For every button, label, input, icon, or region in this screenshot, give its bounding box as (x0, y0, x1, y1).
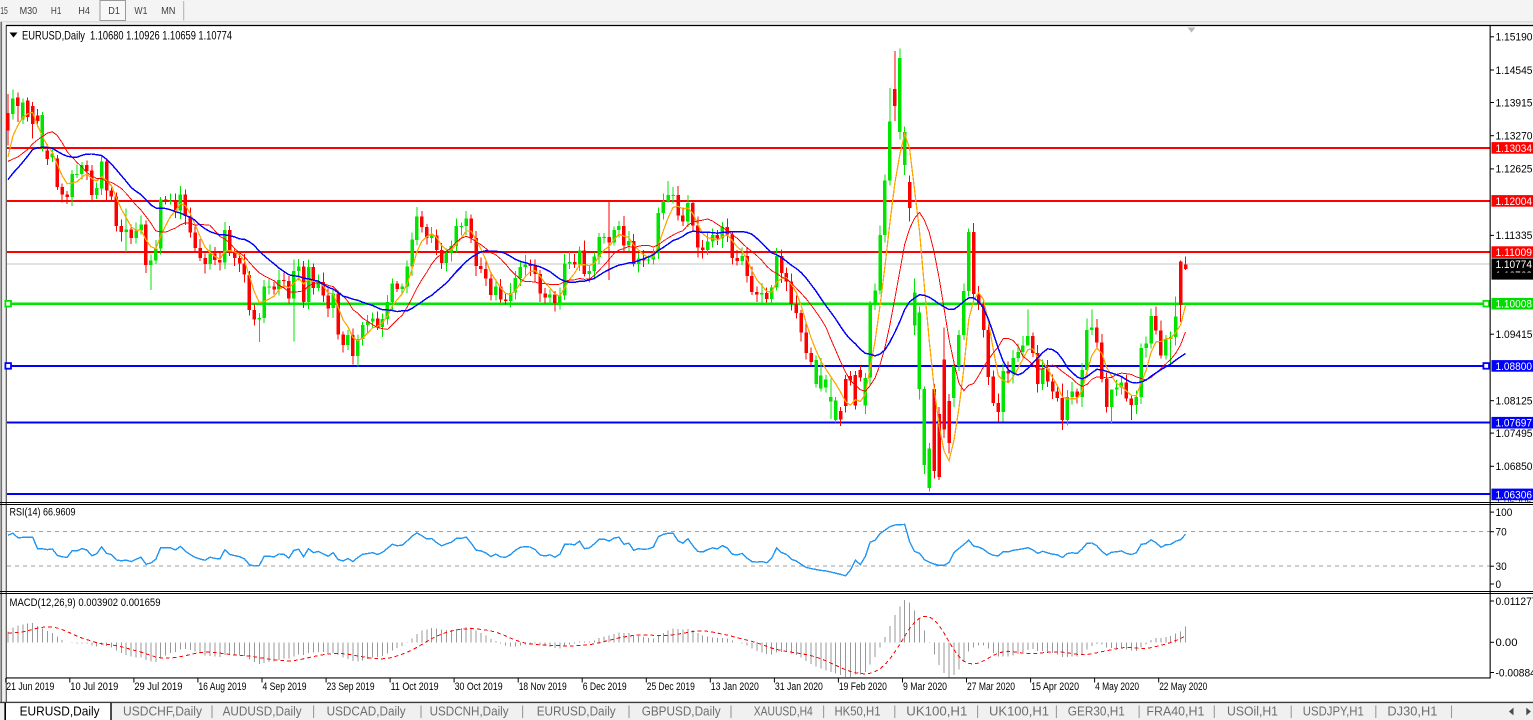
svg-text:1.07495: 1.07495 (1496, 428, 1533, 440)
svg-text:1.11009: 1.11009 (1496, 247, 1533, 259)
svg-text:1.13034: 1.13034 (1496, 143, 1533, 155)
svg-text:1.13915: 1.13915 (1496, 97, 1533, 109)
svg-text:M30: M30 (20, 5, 38, 17)
svg-text:29 Jul 2019: 29 Jul 2019 (134, 681, 182, 693)
svg-text:1.10008: 1.10008 (1496, 299, 1533, 311)
svg-text:USDCHF,Daily: USDCHF,Daily (123, 704, 202, 719)
svg-text:AUDUSD,Daily: AUDUSD,Daily (223, 704, 302, 719)
svg-text:0.011277: 0.011277 (1496, 596, 1533, 608)
svg-text:9 Mar 2020: 9 Mar 2020 (903, 681, 947, 693)
svg-text:RSI(14) 66.9609: RSI(14) 66.9609 (10, 507, 76, 519)
svg-text:0: 0 (1496, 579, 1502, 591)
svg-text:GER30,H1: GER30,H1 (1068, 704, 1125, 719)
svg-text:1.10763: 1.10763 (1496, 270, 1533, 282)
svg-text:10 Jul 2019: 10 Jul 2019 (70, 681, 118, 693)
svg-text:D1: D1 (108, 5, 120, 17)
svg-text:1.06850: 1.06850 (1496, 461, 1533, 473)
svg-text:0.00: 0.00 (1496, 637, 1518, 649)
svg-text:USDJPY,H1: USDJPY,H1 (1303, 704, 1364, 719)
svg-text:MACD(12,26,9) 0.003902 0.00165: MACD(12,26,9) 0.003902 0.001659 (10, 597, 161, 609)
svg-text:1.10774: 1.10774 (1496, 259, 1533, 271)
svg-text:100: 100 (1496, 507, 1513, 519)
svg-text:UK100,H1: UK100,H1 (989, 704, 1049, 719)
svg-text:1.12625: 1.12625 (1496, 164, 1533, 176)
svg-text:27 Mar 2020: 27 Mar 2020 (967, 681, 1015, 693)
svg-text:15: 15 (0, 5, 8, 17)
svg-text:EURUSD,Daily: EURUSD,Daily (537, 704, 616, 719)
svg-text:1.14545: 1.14545 (1496, 65, 1533, 77)
svg-text:23 Sep 2019: 23 Sep 2019 (327, 681, 375, 693)
svg-text:1.15190: 1.15190 (1496, 32, 1533, 44)
svg-text:H4: H4 (78, 5, 90, 17)
svg-text:70: 70 (1496, 527, 1507, 539)
svg-text:30 Oct 2019: 30 Oct 2019 (455, 681, 503, 693)
svg-text:W1: W1 (134, 5, 147, 17)
svg-text:15 Apr 2020: 15 Apr 2020 (1031, 681, 1079, 693)
svg-text:USDCNH,Daily: USDCNH,Daily (430, 704, 509, 719)
svg-text:11 Oct 2019: 11 Oct 2019 (391, 681, 439, 693)
svg-text:1.10680 1.10926 1.10659 1.1077: 1.10680 1.10926 1.10659 1.10774 (90, 29, 232, 43)
svg-text:H1: H1 (51, 5, 62, 17)
svg-text:1.08800: 1.08800 (1496, 361, 1533, 373)
svg-text:6 Dec 2019: 6 Dec 2019 (583, 681, 627, 693)
svg-text:1.06306: 1.06306 (1496, 489, 1533, 501)
svg-text:21 Jun 2019: 21 Jun 2019 (6, 681, 54, 693)
svg-text:25 Dec 2019: 25 Dec 2019 (647, 681, 695, 693)
svg-text:GBPUSD,Daily: GBPUSD,Daily (642, 704, 721, 719)
svg-text:1.09415: 1.09415 (1496, 329, 1533, 341)
svg-text:1.07697: 1.07697 (1496, 418, 1533, 430)
svg-text:-0.008845: -0.008845 (1496, 667, 1533, 679)
svg-text:31 Jan 2020: 31 Jan 2020 (775, 681, 823, 693)
svg-text:UK100,H1: UK100,H1 (906, 704, 967, 719)
svg-text:1.12004: 1.12004 (1496, 196, 1533, 208)
svg-text:USOil,H1: USOil,H1 (1227, 704, 1278, 719)
svg-text:DJ30,H1: DJ30,H1 (1387, 704, 1437, 719)
svg-text:1.13270: 1.13270 (1496, 131, 1533, 143)
svg-text:MN: MN (161, 5, 175, 17)
svg-text:XAUUSD,H4: XAUUSD,H4 (754, 704, 813, 719)
svg-text:19 Feb 2020: 19 Feb 2020 (839, 681, 887, 693)
svg-text:FRA40,H1: FRA40,H1 (1146, 704, 1204, 719)
svg-text:18 Nov 2019: 18 Nov 2019 (519, 681, 567, 693)
svg-text:13 Jan 2020: 13 Jan 2020 (711, 681, 759, 693)
svg-text:1.11335: 1.11335 (1496, 230, 1533, 242)
svg-text:22 May 2020: 22 May 2020 (1159, 681, 1207, 693)
svg-text:4 Sep 2019: 4 Sep 2019 (263, 681, 307, 693)
svg-text:HK50,H1: HK50,H1 (835, 704, 881, 719)
svg-text:USDCAD,Daily: USDCAD,Daily (327, 704, 406, 719)
svg-text:16 Aug 2019: 16 Aug 2019 (198, 681, 246, 693)
svg-text:EURUSD,Daily: EURUSD,Daily (20, 704, 100, 719)
svg-text:30: 30 (1496, 561, 1507, 573)
svg-text:1.08125: 1.08125 (1496, 396, 1533, 408)
svg-text:EURUSD,Daily: EURUSD,Daily (22, 29, 85, 43)
svg-text:4 May 2020: 4 May 2020 (1095, 681, 1139, 693)
